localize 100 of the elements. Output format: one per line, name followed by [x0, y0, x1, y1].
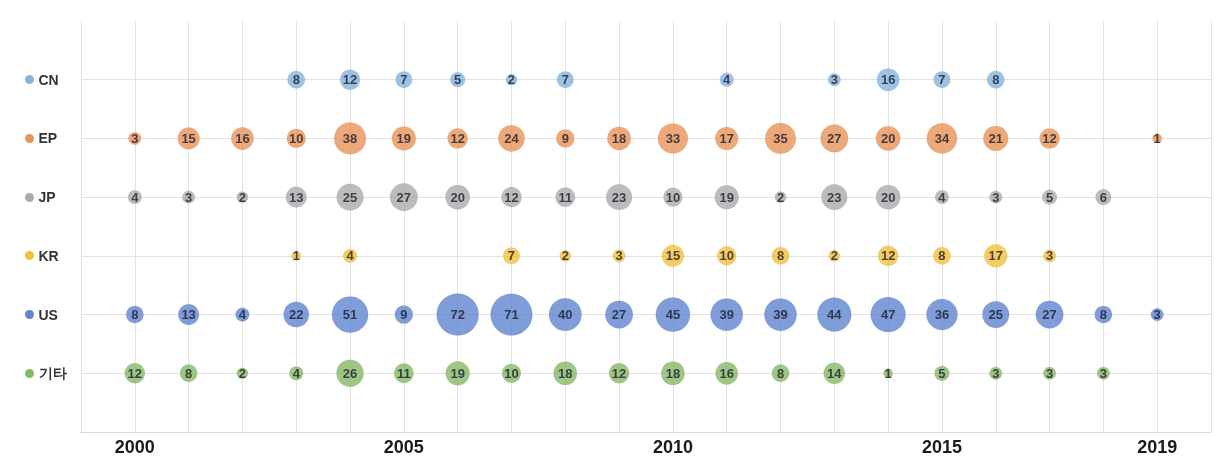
data-label: 4 [131, 189, 140, 205]
data-label: 1 [292, 248, 300, 264]
data-label: 17 [719, 130, 734, 146]
data-label: 10 [504, 365, 519, 381]
data-label: 72 [450, 307, 465, 323]
x-tick-label: 2005 [383, 437, 424, 457]
data-label: 2 [561, 248, 569, 264]
data-label: 3 [131, 130, 139, 146]
data-label: 1 [884, 365, 892, 381]
y-tick-label: US [38, 306, 58, 323]
data-label: 3 [1045, 248, 1054, 264]
data-label: 15 [181, 130, 196, 146]
data-label: 5 [454, 72, 462, 88]
data-label: 12 [504, 189, 519, 205]
data-label: 3 [185, 189, 193, 205]
data-label: 8 [131, 307, 139, 323]
data-label: 3 [1099, 365, 1107, 381]
x-tick-label: 2010 [652, 437, 693, 457]
x-tick-label: 2015 [921, 437, 962, 457]
data-label: 44 [827, 307, 843, 323]
data-label: 23 [827, 189, 842, 205]
data-label: 12 [127, 365, 143, 381]
data-label: 5 [938, 365, 946, 381]
data-label: 20 [880, 130, 896, 146]
data-label: 47 [880, 307, 896, 323]
data-label: 3 [992, 365, 1000, 381]
data-label: 3 [1045, 365, 1054, 381]
data-label: 8 [992, 72, 1000, 88]
data-label: 8 [938, 248, 946, 264]
y-tick-label: CN [38, 71, 59, 88]
data-label: 4 [238, 307, 247, 323]
data-label: 12 [342, 72, 358, 88]
data-label: 13 [289, 189, 304, 205]
data-label: 7 [938, 72, 946, 88]
data-label: 23 [611, 189, 627, 205]
data-label: 3 [830, 72, 838, 88]
y-tick-label: JP [38, 189, 56, 206]
data-label: 8 [292, 72, 300, 88]
x-tick-label: 2000 [114, 437, 155, 457]
data-label: 4 [723, 72, 732, 88]
data-label: 7 [400, 72, 408, 88]
data-label: 27 [827, 130, 842, 146]
data-label: 15 [665, 248, 681, 264]
data-label: 27 [611, 307, 627, 323]
data-label: 8 [185, 365, 193, 381]
y-tick-label: 기타 [38, 365, 67, 382]
data-label: 10 [719, 248, 734, 264]
data-label: 19 [450, 365, 465, 381]
data-label: 9 [561, 130, 569, 146]
data-label: 21 [988, 130, 1003, 146]
data-label: 4 [346, 248, 355, 264]
data-label: 24 [504, 130, 520, 146]
data-label: 12 [880, 248, 896, 264]
data-label: 3 [1153, 307, 1161, 323]
data-label: 11 [396, 365, 411, 381]
data-label: 36 [934, 307, 950, 323]
data-label: 14 [827, 365, 843, 381]
data-label: 3 [992, 189, 1000, 205]
data-label: 2 [238, 365, 247, 381]
y-tick-label: EP [38, 130, 58, 147]
data-label: 7 [561, 72, 569, 88]
data-label: 38 [342, 130, 358, 146]
data-label: 4 [938, 189, 947, 205]
data-label: 26 [342, 365, 358, 381]
data-label: 12 [450, 130, 465, 146]
data-label: 45 [665, 307, 681, 323]
data-label: 16 [880, 72, 896, 88]
data-label: 10 [665, 189, 681, 205]
data-label: 10 [289, 130, 304, 146]
data-label: 27 [396, 189, 412, 205]
data-label: 25 [342, 189, 358, 205]
data-label: 35 [773, 130, 788, 146]
data-label: 18 [558, 365, 573, 381]
data-label: 5 [1045, 189, 1054, 205]
data-label: 33 [665, 130, 681, 146]
data-label: 8 [776, 248, 785, 264]
data-label: 19 [719, 189, 734, 205]
data-label: 39 [719, 307, 734, 323]
data-label: 3 [615, 248, 623, 264]
data-label: 51 [342, 307, 358, 323]
data-label: 22 [289, 307, 304, 323]
data-label: 71 [504, 307, 519, 323]
y-tick-label: KR [38, 247, 59, 264]
data-label: 8 [776, 365, 785, 381]
data-label: 4 [292, 365, 301, 381]
data-label: 1 [1153, 130, 1161, 146]
data-label: 18 [665, 365, 681, 381]
data-label: 11 [558, 189, 573, 205]
data-label: 20 [450, 189, 465, 205]
data-label: 25 [988, 307, 1003, 323]
data-label: 12 [1042, 130, 1057, 146]
data-label: 9 [400, 307, 408, 323]
data-label: 16 [719, 365, 734, 381]
data-label: 12 [611, 365, 627, 381]
data-label: 16 [235, 130, 250, 146]
data-label: 2 [776, 189, 785, 205]
x-tick-label: 2019 [1137, 437, 1178, 457]
data-label: 27 [1042, 307, 1057, 323]
data-label: 19 [396, 130, 412, 146]
data-label: 20 [880, 189, 896, 205]
